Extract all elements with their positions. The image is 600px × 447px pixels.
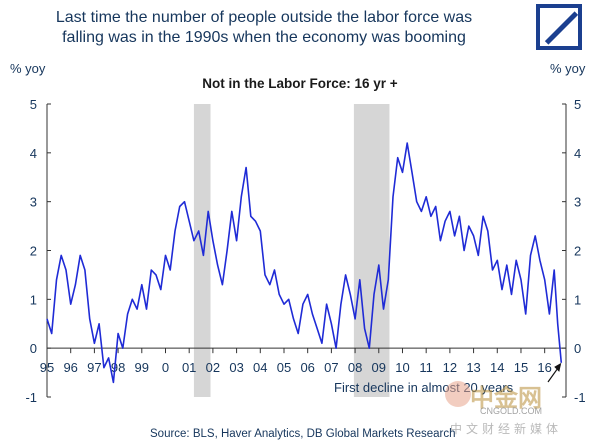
source-note: Source: BLS, Haver Analytics, DB Global … [150,428,456,440]
x-tick-label: 98 [111,360,125,375]
y-tick-label-left: -1 [25,390,37,405]
x-tick-label: 07 [324,360,338,375]
bank-logo-icon [536,4,582,50]
watermark-circle-icon [445,381,471,407]
y-tick-label-right: 4 [574,146,581,161]
axes: 5 54 43 32 21 10 0-1 -195 96 97 98 99 0 01 02 03 04 05 06 0… [25,97,585,405]
annotation-arrowhead-icon [554,362,562,372]
y-tick-label-right: 0 [574,341,581,356]
headline-line-1: Last time the number of people outside t… [55,9,473,26]
watermark-sub: CNGOLD.COM [480,406,543,416]
x-tick-label: 10 [395,360,409,375]
headline-line-2: falling was in the 1990s when the econom… [62,29,466,46]
x-tick-label: 97 [87,360,101,375]
x-tick-label: 13 [466,360,480,375]
x-tick-label: 14 [490,360,504,375]
y-tick-label-right: 3 [574,195,581,210]
x-tick-label: 11 [419,360,433,375]
series-layer [46,142,563,384]
x-tick-label: 95 [40,360,54,375]
y-tick-label-left: 1 [30,292,37,307]
y-tick-label-left: 3 [30,195,37,210]
watermark-main: 中金网 [470,385,542,412]
y-tick-label-left: 0 [30,341,37,356]
recession-bands [193,104,390,397]
x-tick-label: 12 [443,360,457,375]
recession-band-2 [353,104,390,397]
x-tick-label: 05 [277,360,291,375]
y-tick-label-right: 5 [574,97,581,112]
y-axis-label-left: % yoy [10,61,46,76]
x-tick-label: 08 [348,360,362,375]
x-tick-label: 0 [162,360,169,375]
x-tick-label: 99 [135,360,149,375]
x-tick-label: 96 [63,360,77,375]
y-tick-label-left: 4 [30,146,37,161]
x-tick-label: 15 [514,360,528,375]
watermark: 中金网 CNGOLD.COM 中文财经新媒体 [440,378,590,438]
headline: Last time the number of people outside t… [14,8,514,48]
y-tick-label-right: 1 [574,292,581,307]
y-tick-label-right: 2 [574,244,581,259]
y-tick-label-left: 5 [30,97,37,112]
x-tick-label: 01 [182,360,196,375]
x-tick-label: 02 [206,360,220,375]
x-tick-label: 06 [300,360,314,375]
x-tick-label: 09 [372,360,386,375]
watermark-cn: 中文财经新媒体 [450,422,563,436]
series-line-1 [46,142,563,384]
x-tick-label: 04 [253,360,267,375]
y-tick-label-right: -1 [574,390,586,405]
y-axis-label-right: % yoy [550,61,586,76]
x-tick-label: 16 [537,360,551,375]
x-tick-label: 03 [229,360,243,375]
y-tick-label-left: 2 [30,244,37,259]
chart-title: Not in the Labor Force: 16 yr + [202,76,398,91]
